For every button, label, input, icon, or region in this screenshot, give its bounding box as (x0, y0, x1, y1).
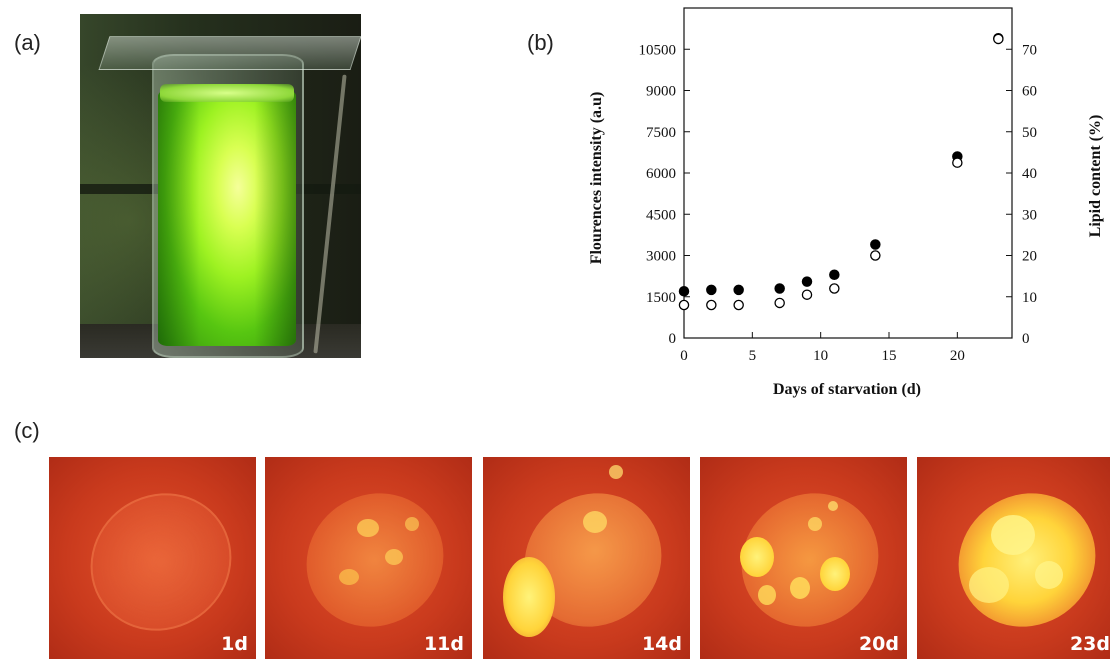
data-point-fluorescence (774, 283, 785, 294)
data-point-lipid (829, 283, 840, 294)
cell-body (932, 466, 1110, 654)
lipid-droplet (503, 557, 555, 637)
lipid-droplet (609, 465, 623, 479)
data-point-lipid (678, 299, 690, 311)
x-tick-label: 15 (882, 348, 897, 364)
lipid-droplet (808, 517, 822, 531)
y-left-tick-label: 7500 (646, 125, 676, 141)
x-tick-label: 0 (680, 348, 688, 364)
lipid-droplet (583, 511, 607, 533)
chart-axes (683, 7, 1013, 339)
y-right-tick-label: 60 (1022, 84, 1037, 100)
lipid-droplet (740, 537, 774, 577)
data-point-fluorescence (801, 276, 813, 287)
lipid-droplet (828, 501, 838, 511)
data-point-lipid (774, 297, 785, 309)
lipid-droplet (758, 585, 776, 605)
panel-label-b: (b) (527, 30, 554, 55)
y-left-tick-label: 6000 (646, 166, 676, 182)
data-point-fluorescence (706, 284, 717, 296)
panel-label-c: (c) (14, 418, 40, 443)
y-left-tick-label: 1500 (646, 290, 676, 306)
day-label: 23d (1069, 633, 1110, 655)
y-right-tick-label: 20 (1022, 249, 1037, 265)
lipid-droplet (991, 515, 1035, 555)
lipid-droplet (1035, 561, 1063, 589)
culture-shading (158, 90, 296, 346)
data-point-lipid (993, 33, 1004, 45)
y-right-tick-label: 30 (1022, 207, 1037, 223)
data-point-lipid (801, 289, 813, 300)
y-right-tick-label: 10 (1022, 290, 1037, 306)
cylinder-lid (98, 36, 361, 70)
y-left-tick-label: 9000 (646, 84, 676, 100)
y-right-tick-label: 50 (1022, 125, 1037, 141)
cell-body (280, 466, 470, 654)
y-right-tick-label: 40 (1022, 166, 1037, 182)
y-left-tick-label: 4500 (646, 207, 676, 223)
cell-outline (63, 465, 256, 659)
micrograph-day-20: 20d (700, 457, 907, 659)
micrograph-day-1: 1d (49, 457, 256, 659)
y-right-tick-label: 70 (1022, 42, 1037, 58)
data-point-fluorescence (733, 284, 744, 296)
y-axis-title-left: Flourences intensity (a.u) (588, 92, 605, 265)
y-left-tick-label: 10500 (639, 42, 677, 58)
lipid-droplet (790, 577, 810, 599)
lipid-droplet (385, 549, 403, 565)
chart-ticks: 0 5 10 15 20 0 1500 3000 4500 6000 7500 9000 10500 0 1… (639, 42, 1038, 364)
data-point-lipid (733, 299, 744, 311)
lipid-droplet (820, 557, 850, 591)
starvation-chart: 0 5 10 15 20 0 1500 3000 4500 6000 7500 9000 10500 0 1… (588, 7, 1104, 398)
panel-label-a: (a) (14, 30, 41, 55)
x-tick-label: 10 (813, 348, 828, 364)
y-left-tick-label: 0 (669, 331, 677, 347)
day-label: 1d (221, 633, 248, 655)
data-point-fluorescence (829, 269, 840, 280)
y-right-tick-label: 0 (1022, 331, 1030, 347)
micrograph-day-11: 11d (265, 457, 472, 659)
data-point-lipid (952, 157, 963, 168)
micrograph-day-14: 14d (483, 457, 690, 659)
micrograph-day-23: 23d (917, 457, 1110, 659)
plot-frame (683, 7, 1013, 339)
day-label: 20d (858, 633, 899, 655)
data-point-fluorescence (678, 285, 690, 297)
lipid-droplet (357, 519, 379, 537)
y-left-tick-label: 3000 (646, 249, 676, 265)
lipid-droplet (969, 567, 1009, 603)
data-point-lipid (870, 250, 881, 261)
x-axis-title: Days of starvation (d) (773, 381, 921, 398)
y-axis-title-right: Lipid content (%) (1087, 115, 1104, 238)
culture-cylinder-photo (80, 14, 361, 358)
day-label: 14d (641, 633, 682, 655)
data-point-lipid (706, 299, 717, 311)
x-tick-label: 20 (950, 348, 965, 364)
chart-points (678, 33, 1004, 311)
data-point-fluorescence (870, 239, 881, 250)
algae-culture (158, 90, 296, 346)
culture-foam (160, 84, 294, 102)
x-tick-label: 5 (749, 348, 757, 364)
lipid-droplet (405, 517, 419, 531)
lipid-droplet (339, 569, 359, 585)
day-label: 11d (423, 633, 464, 655)
